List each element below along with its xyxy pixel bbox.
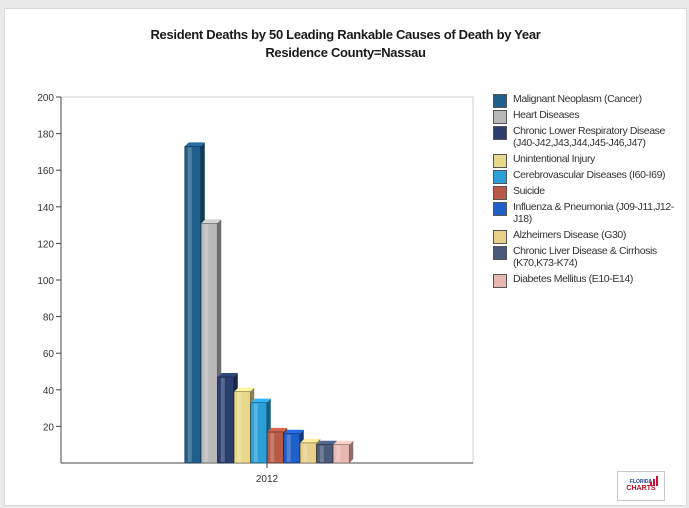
legend-swatch bbox=[493, 126, 507, 140]
bar-highlight-0 bbox=[187, 147, 192, 462]
bar-9 bbox=[332, 444, 350, 464]
legend-label: Alzheimers Disease (G30) bbox=[513, 229, 626, 241]
bar-highlight-2 bbox=[220, 377, 225, 462]
legend-swatch bbox=[493, 246, 507, 260]
legend-label: Chronic Lower Respiratory Disease (J40-J… bbox=[513, 125, 665, 149]
legend-label: Influenza & Pneumonia (J09-J11,J12-J18) bbox=[513, 201, 674, 225]
x-tick-label: 2012 bbox=[256, 474, 279, 485]
y-tick-label: 180 bbox=[37, 130, 54, 141]
legend-label: Cerebrovascular Diseases (I60-I69) bbox=[513, 169, 666, 181]
bar-4 bbox=[250, 402, 268, 464]
bar-top-4 bbox=[250, 398, 271, 403]
chart-title: Resident Deaths by 50 Leading Rankable C… bbox=[150, 27, 541, 42]
legend-label: Chronic Liver Disease & Cirrhosis (K70,K… bbox=[513, 245, 657, 269]
legend-label: Diabetes Mellitus (E10-E14) bbox=[513, 273, 633, 285]
bar-highlight-8 bbox=[319, 445, 324, 462]
bar-highlight-5 bbox=[270, 432, 275, 462]
chart-frame: Resident Deaths by 50 Leading Rankable C… bbox=[4, 8, 687, 506]
bar-highlight-6 bbox=[286, 434, 291, 462]
bar-highlight-9 bbox=[336, 445, 341, 462]
bar-top-1 bbox=[201, 219, 222, 224]
bar-highlight-4 bbox=[253, 403, 258, 462]
y-tick-label: 100 bbox=[37, 276, 54, 287]
y-tick-label: 80 bbox=[43, 313, 55, 324]
bar-highlight-7 bbox=[303, 443, 308, 462]
bar-side-9 bbox=[349, 440, 354, 463]
bar-chart: 20 40 60 80 100 120 140 160 180 200 2012 bbox=[37, 93, 474, 485]
legend-item: Influenza & Pneumonia (J09-J11,J12-J18) bbox=[493, 201, 683, 225]
bar-6 bbox=[283, 433, 301, 464]
legend-item: Chronic Lower Respiratory Disease (J40-J… bbox=[493, 125, 683, 149]
bar-1 bbox=[200, 222, 218, 464]
bar-top-0 bbox=[184, 142, 205, 147]
logo-line1: FLORIDA bbox=[629, 479, 653, 485]
legend-item: Heart Diseases bbox=[493, 109, 683, 124]
bar-top-3 bbox=[234, 387, 255, 392]
legend-item: Cerebrovascular Diseases (I60-I69) bbox=[493, 169, 683, 184]
legend-item: Chronic Liver Disease & Cirrhosis (K70,K… bbox=[493, 245, 683, 269]
legend-swatch bbox=[493, 110, 507, 124]
bar-7 bbox=[299, 442, 317, 464]
florida-charts-logo: FLORIDA CHARTS bbox=[617, 471, 665, 501]
legend-swatch bbox=[493, 170, 507, 184]
bar-top-7 bbox=[300, 438, 321, 443]
bar-highlight-3 bbox=[237, 392, 242, 462]
bar-top-2 bbox=[217, 372, 238, 377]
legend-swatch bbox=[493, 202, 507, 216]
legend-label: Malignant Neoplasm (Cancer) bbox=[513, 93, 642, 105]
y-tick-label: 60 bbox=[43, 349, 55, 360]
bar-highlight-1 bbox=[204, 224, 209, 462]
y-tick-label: 140 bbox=[37, 203, 54, 214]
legend-item: Unintentional Injury bbox=[493, 153, 683, 168]
y-tick-label: 20 bbox=[43, 422, 55, 433]
legend-label: Heart Diseases bbox=[513, 109, 580, 121]
bar-top-5 bbox=[267, 427, 288, 432]
legend-swatch bbox=[493, 186, 507, 200]
bar-2 bbox=[217, 376, 235, 464]
legend-swatch bbox=[493, 154, 507, 168]
legend-item: Alzheimers Disease (G30) bbox=[493, 229, 683, 244]
bar-8 bbox=[316, 444, 334, 464]
legend-item: Diabetes Mellitus (E10-E14) bbox=[493, 273, 683, 288]
bar-top-8 bbox=[316, 440, 337, 445]
legend-swatch bbox=[493, 230, 507, 244]
y-tick-label: 200 bbox=[37, 93, 54, 104]
legend-label: Unintentional Injury bbox=[513, 153, 595, 165]
legend-item: Suicide bbox=[493, 185, 683, 200]
bar-0 bbox=[184, 146, 202, 464]
bar-5 bbox=[266, 431, 284, 464]
bar-3 bbox=[233, 391, 251, 464]
bar-top-6 bbox=[283, 429, 304, 434]
bar-top-9 bbox=[333, 440, 354, 445]
y-tick-label: 120 bbox=[37, 239, 54, 250]
y-tick-label: 40 bbox=[43, 386, 55, 397]
legend-swatch bbox=[493, 274, 507, 288]
legend-item: Malignant Neoplasm (Cancer) bbox=[493, 93, 683, 108]
chart-subtitle: Residence County=Nassau bbox=[265, 45, 426, 60]
legend-label: Suicide bbox=[513, 185, 545, 197]
y-tick-label: 160 bbox=[37, 166, 54, 177]
legend-swatch bbox=[493, 94, 507, 108]
logo-bars-icon bbox=[650, 476, 660, 486]
chart-legend: Malignant Neoplasm (Cancer) Heart Disease… bbox=[493, 93, 683, 289]
logo-line2: CHARTS bbox=[626, 485, 656, 492]
